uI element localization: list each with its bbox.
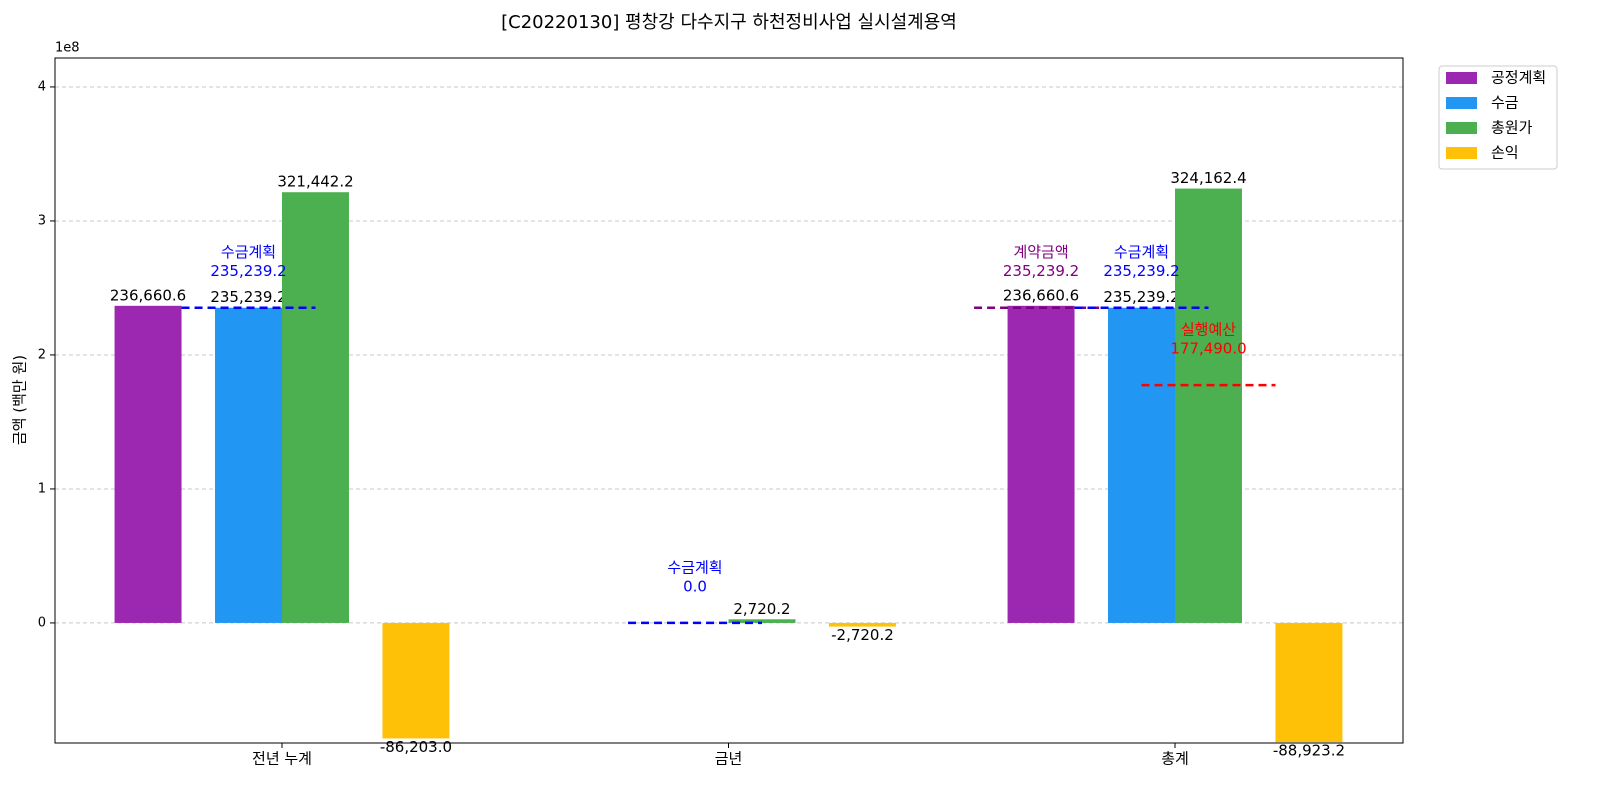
value-label: 236,660.6 bbox=[1003, 286, 1079, 304]
legend-swatch bbox=[1446, 122, 1477, 134]
value-label: 235,239.2 bbox=[1103, 288, 1179, 306]
bar bbox=[114, 305, 182, 623]
bar bbox=[1007, 305, 1075, 623]
y-tick-label: 3 bbox=[38, 213, 46, 228]
annotation-label: 실행예산 bbox=[1181, 321, 1236, 339]
y-tick-label: 1 bbox=[38, 481, 46, 496]
legend-label: 수금 bbox=[1491, 94, 1519, 112]
bar bbox=[215, 307, 282, 623]
bar bbox=[1175, 188, 1242, 623]
legend-label: 손익 bbox=[1491, 144, 1519, 162]
chart-title: [C20220130] 평창강 다수지구 하천정비사업 실시설계용역 bbox=[501, 12, 957, 33]
value-label: -2,720.2 bbox=[831, 626, 894, 644]
legend-label: 공정계획 bbox=[1491, 69, 1546, 87]
bar bbox=[728, 619, 796, 623]
x-tick-label: 전년 누계 bbox=[252, 750, 312, 768]
y-tick-label: 4 bbox=[38, 79, 46, 94]
value-label: 236,660.6 bbox=[110, 286, 186, 304]
x-tick-label: 총계 bbox=[1161, 750, 1189, 768]
annotation-value: 177,490.0 bbox=[1170, 340, 1246, 358]
annotation-value: 235,239.2 bbox=[210, 262, 286, 280]
bar bbox=[1275, 622, 1343, 743]
value-label: 2,720.2 bbox=[733, 600, 790, 618]
x-tick-label: 금년 bbox=[715, 750, 743, 768]
bar bbox=[282, 192, 349, 623]
y-tick-label: 0 bbox=[38, 615, 46, 630]
legend-box bbox=[1438, 65, 1558, 170]
plot-frame bbox=[54, 57, 1404, 744]
annotation-label: 계약금액 bbox=[1013, 243, 1068, 261]
bar bbox=[382, 622, 450, 739]
annotation-value: 235,239.2 bbox=[1103, 262, 1179, 280]
annotation-label: 수금계획 bbox=[667, 558, 722, 576]
value-label: 324,162.4 bbox=[1170, 169, 1246, 187]
legend-swatch bbox=[1446, 72, 1477, 84]
value-label: -86,203.0 bbox=[380, 738, 452, 756]
legend-swatch bbox=[1446, 97, 1477, 109]
y-tick-label: 2 bbox=[38, 347, 46, 362]
bar bbox=[1108, 307, 1175, 623]
y-axis-label: 금액 (백만 원) bbox=[11, 355, 29, 445]
bar bbox=[828, 622, 896, 627]
value-label: 321,442.2 bbox=[277, 173, 353, 191]
annotation-label: 수금계획 bbox=[221, 243, 276, 261]
annotation-value: 0.0 bbox=[683, 577, 707, 595]
value-label: -88,923.2 bbox=[1273, 742, 1345, 760]
value-label: 235,239.2 bbox=[210, 288, 286, 306]
annotation-value: 235,239.2 bbox=[1003, 262, 1079, 280]
legend-swatch bbox=[1446, 147, 1477, 159]
annotation-label: 수금계획 bbox=[1114, 243, 1169, 261]
legend-label: 총원가 bbox=[1491, 119, 1533, 137]
y-offset-label: 1e8 bbox=[55, 41, 80, 56]
